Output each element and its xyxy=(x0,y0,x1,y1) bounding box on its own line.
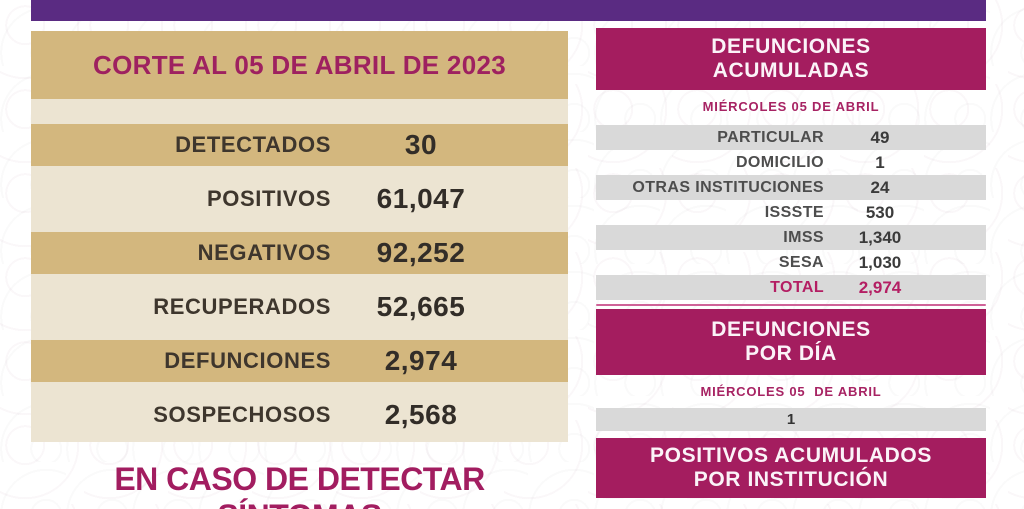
positives-header-line1: POSITIVOS ACUMULADOS xyxy=(650,443,932,467)
deaths-per-day-header-line2: POR DÍA xyxy=(745,342,837,365)
table-row-label: ISSSTE xyxy=(764,203,824,221)
stat-value: 30 xyxy=(404,129,438,160)
stat-row-sospechosos: SOSPECHOSOS 2,568 xyxy=(31,388,568,442)
report-date-header: CORTE AL 05 DE ABRIL DE 2023 xyxy=(31,31,568,99)
table-row-label: OTRAS INSTITUCIONES xyxy=(632,178,824,196)
stat-label: DEFUNCIONES xyxy=(164,348,331,373)
stat-label: POSITIVOS xyxy=(207,186,331,211)
table-row-sesa: SESA 1,030 xyxy=(596,250,986,275)
stat-row-defunciones: DEFUNCIONES 2,974 xyxy=(31,334,568,388)
deaths-per-day-header: DEFUNCIONES POR DÍA xyxy=(596,309,986,375)
stat-value: 92,252 xyxy=(376,237,466,268)
report-date-title: CORTE AL 05 DE ABRIL DE 2023 xyxy=(93,49,506,80)
deaths-by-place-table: PARTICULAR 49 DOMICILIO 1 OTRAS INSTITUC… xyxy=(596,125,986,300)
stat-label: SOSPECHOSOS xyxy=(153,402,331,427)
table-total-label: TOTAL xyxy=(770,278,824,296)
table-total-value: 2,974 xyxy=(858,277,902,297)
deaths-accumulated-date: MIÉRCOLES 05 DE ABRIL xyxy=(702,99,880,114)
stat-row-recuperados: RECUPERADOS 52,665 xyxy=(31,280,568,334)
table-row-label: PARTICULAR xyxy=(717,128,824,146)
table-row-imss: IMSS 1,340 xyxy=(596,225,986,250)
right-stats-panel: DEFUNCIONES ACUMULADAS MIÉRCOLES 05 DE A… xyxy=(596,28,986,498)
left-stats-panel: CORTE AL 05 DE ABRIL DE 2023 DETECTADOS … xyxy=(31,31,568,442)
stat-label: NEGATIVOS xyxy=(197,240,331,265)
positives-by-institution-header: POSITIVOS ACUMULADOS POR INSTITUCIÓN xyxy=(596,438,986,498)
table-row-issste: ISSSTE 530 xyxy=(596,200,986,225)
stat-label: RECUPERADOS xyxy=(153,294,331,319)
deaths-per-day-value: 1 xyxy=(596,408,986,431)
table-row-value: 530 xyxy=(865,202,895,222)
table-row-value: 49 xyxy=(870,127,890,147)
stat-label: DETECTADOS xyxy=(175,132,331,157)
deaths-per-day-date: MIÉRCOLES 05 DE ABRIL xyxy=(700,384,882,399)
stat-value: 2,568 xyxy=(384,399,458,430)
deaths-accumulated-header-line1: DEFUNCIONES xyxy=(711,34,871,58)
stat-row-detectados: DETECTADOS 30 xyxy=(31,118,568,172)
table-row-value: 1,030 xyxy=(858,252,902,272)
table-underline xyxy=(596,304,986,306)
positives-header-line2: POR INSTITUCIÓN xyxy=(693,468,889,491)
stat-row-positivos: POSITIVOS 61,047 xyxy=(31,172,568,226)
symptoms-heading: EN CASO DE DETECTAR SÍNTOMAS xyxy=(114,461,485,509)
table-row-total: TOTAL 2,974 xyxy=(596,275,986,300)
table-row-value: 1,340 xyxy=(858,227,902,247)
deaths-accumulated-header: DEFUNCIONES ACUMULADAS xyxy=(596,28,986,90)
stat-value: 2,974 xyxy=(384,345,458,376)
stat-value: 52,665 xyxy=(376,291,466,322)
stat-value: 61,047 xyxy=(376,183,466,214)
table-row-label: IMSS xyxy=(783,228,824,246)
table-row-otras-instituciones: OTRAS INSTITUCIONES 24 xyxy=(596,175,986,200)
table-row-label: DOMICILIO xyxy=(735,153,824,171)
table-row-value: 24 xyxy=(870,177,890,197)
top-banner xyxy=(31,0,986,21)
table-row-domicilio: DOMICILIO 1 xyxy=(596,150,986,175)
table-row-value: 1 xyxy=(875,152,885,172)
stat-row-negativos: NEGATIVOS 92,252 xyxy=(31,226,568,280)
table-row-label: SESA xyxy=(778,253,824,271)
table-row-particular: PARTICULAR 49 xyxy=(596,125,986,150)
stats-table: DETECTADOS 30 POSITIVOS 61,047 NEGATIVOS… xyxy=(31,99,568,442)
deaths-per-day-header-line1: DEFUNCIONES xyxy=(711,317,871,341)
deaths-accumulated-header-line2: ACUMULADAS xyxy=(712,59,870,82)
